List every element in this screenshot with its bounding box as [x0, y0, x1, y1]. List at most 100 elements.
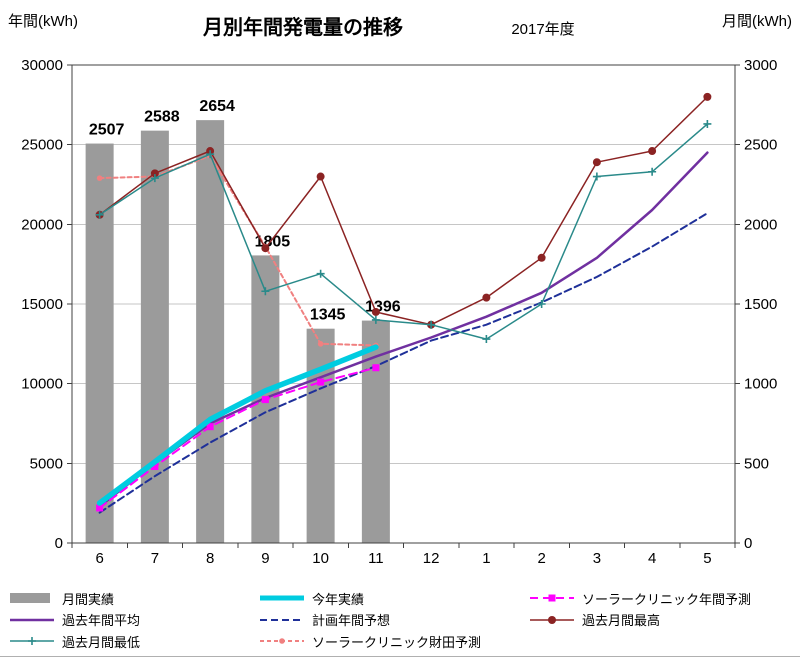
x-axis-label: 11: [368, 550, 384, 567]
marker-circle-icon: [316, 172, 325, 181]
y-axis-left-label: 5000: [30, 455, 63, 472]
legend-bar-rect: [10, 593, 50, 603]
bar-value-label: 2654: [199, 98, 235, 115]
series-line-4: [98, 212, 709, 514]
legend-label: 月間実績: [62, 591, 115, 607]
y-axis-left-label: 25000: [21, 137, 63, 154]
legend-line-swatch-icon: [10, 618, 54, 621]
x-axis-label: 4: [648, 550, 656, 567]
marker-plus-icon: [703, 119, 712, 128]
y-axis-right-label: 2000: [744, 216, 777, 233]
marker-square-icon: [317, 378, 325, 386]
x-axis-label: 3: [593, 550, 601, 567]
legend-line-swatch-icon: [260, 595, 304, 601]
marker-square-icon: [206, 423, 214, 431]
legend-label: 過去月間最高: [582, 613, 661, 628]
y-axis-left-label: 20000: [21, 216, 63, 233]
legend-item-5: 過去月間最高: [528, 610, 800, 630]
marker-plus-icon: [482, 335, 491, 344]
x-axis-label: 5: [703, 550, 711, 567]
left-axis-title: 年間(kWh): [8, 13, 78, 30]
x-axis-label: 9: [261, 550, 269, 567]
series-line-3: [98, 151, 709, 508]
marker-square-icon: [151, 463, 159, 471]
series-line-2: [98, 366, 377, 509]
marker-circle-icon: [371, 307, 380, 316]
plot-border: [71, 64, 736, 544]
marker-plus-icon: [592, 172, 601, 181]
legend-line-swatch-icon: [530, 594, 574, 602]
marker-dot-icon: [317, 341, 324, 347]
legend-item-6: 過去月間最低: [8, 631, 258, 651]
legend-line-swatch-icon: [260, 618, 304, 621]
legend-line-swatch-icon: [10, 637, 54, 645]
y-axis-right-label: 0: [744, 535, 752, 552]
marker-circle-icon: [648, 147, 657, 156]
legend-item-0: 月間実績: [8, 588, 258, 608]
series-line-5: [98, 96, 709, 326]
right-axis-title: 月間(kWh): [722, 13, 792, 30]
marker-plus-icon: [648, 167, 657, 176]
marker-circle-icon: [261, 244, 270, 253]
y-axis-left-label: 30000: [21, 57, 63, 74]
series-line-6: [98, 123, 709, 340]
bar-value-label: 2507: [89, 122, 125, 139]
series-line-7: [98, 154, 377, 347]
generation-chart: 月別年間発電量の推移 2017年度 年間(kWh) 月間(kWh) 0 5000 1…: [8, 13, 792, 567]
chart-legend: 月間実績 今年実績 ソーラークリニック年間予測過去年間平均 計画年間予想 過去月間最高過…: [0, 585, 800, 657]
marker-circle-icon: [482, 293, 491, 302]
x-axis-label: 2: [537, 550, 545, 567]
legend-item-7: ソーラークリニック財田予測: [258, 631, 528, 651]
marker-plus-icon: [95, 210, 104, 219]
chart-title: 月別年間発電量の推移: [202, 15, 403, 39]
fiscal-year-label: 2017年度: [511, 21, 574, 38]
legend-label: ソーラークリニック財田予測: [312, 634, 482, 650]
marker-plus-icon: [537, 300, 546, 308]
x-axis-label: 7: [151, 550, 159, 567]
marker-circle-icon: [592, 158, 601, 167]
bar-value-label: 1345: [310, 307, 346, 324]
bar-value-label: 2588: [144, 109, 180, 126]
marker-square-icon: [548, 594, 556, 602]
legend-item-3: 過去年間平均: [8, 610, 258, 630]
marker-plus-icon: [261, 287, 270, 296]
x-axis-label: 12: [423, 550, 440, 567]
marker-square-icon: [261, 396, 269, 404]
marker-plus-icon: [371, 315, 380, 324]
y-axis-right-label: 3000: [744, 57, 777, 74]
marker-circle-icon: [537, 253, 546, 262]
y-axis-right-label: 500: [744, 455, 769, 472]
x-axis-label: 6: [95, 550, 103, 567]
marker-square-icon: [96, 504, 104, 512]
legend-item-2: ソーラークリニック年間予測: [528, 588, 800, 608]
marker-circle-icon: [703, 92, 712, 101]
legend-label: 計画年間予想: [312, 613, 391, 628]
bar-month-10: [306, 328, 335, 543]
y-axis-left-label: 15000: [21, 296, 63, 313]
legend-line-swatch-icon: [260, 638, 304, 644]
marker-dot-icon: [279, 638, 285, 644]
marker-circle-icon: [548, 615, 556, 624]
legend-label: 過去月間最低: [62, 634, 141, 650]
y-axis-right-label: 2500: [744, 137, 777, 154]
bar-month-6: [85, 143, 114, 543]
marker-plus-icon: [206, 150, 215, 159]
bar-month-8: [196, 120, 225, 543]
x-axis-label: 1: [482, 550, 490, 567]
legend-label: 過去年間平均: [62, 613, 141, 628]
legend-label: 今年実績: [312, 591, 365, 607]
marker-plus-icon: [150, 174, 159, 183]
marker-plus-icon: [427, 320, 436, 329]
bar-value-label: 1805: [255, 233, 291, 250]
plot-group: 0500010000150002000025000300000500100015…: [21, 57, 777, 567]
marker-square-icon: [372, 364, 380, 372]
y-axis-right-label: 1500: [744, 296, 777, 313]
marker-plus-icon: [316, 269, 325, 278]
x-axis-label: 8: [206, 550, 214, 567]
marker-circle-icon: [150, 169, 159, 178]
legend-bar-swatch-icon: [10, 593, 50, 603]
bar-month-7: [140, 130, 169, 544]
series-line-1: [96, 344, 379, 506]
legend-item-4: 計画年間予想: [258, 610, 528, 630]
